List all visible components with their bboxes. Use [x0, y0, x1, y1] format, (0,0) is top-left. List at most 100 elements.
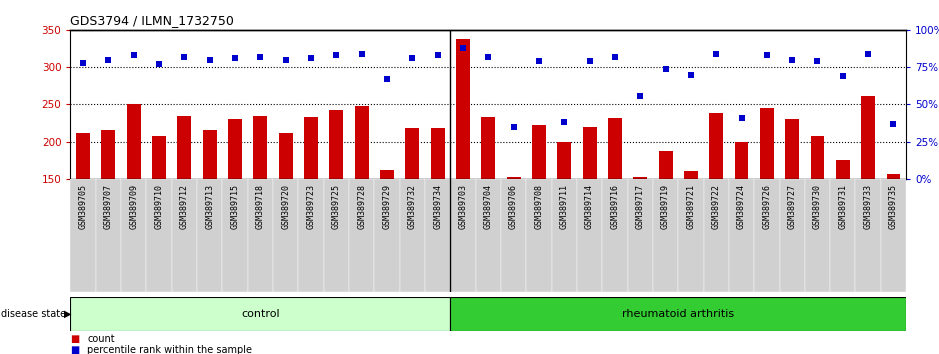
Bar	[507, 177, 520, 179]
Bar	[602, 179, 627, 292]
Bar	[177, 115, 192, 179]
Bar	[734, 142, 748, 179]
Bar	[254, 115, 268, 179]
Text: count: count	[87, 334, 115, 344]
Text: GSM389704: GSM389704	[484, 184, 493, 229]
Text: percentile rank within the sample: percentile rank within the sample	[87, 345, 253, 354]
Point	[836, 73, 851, 79]
Bar	[203, 131, 217, 179]
Text: GSM389720: GSM389720	[281, 184, 290, 229]
Text: GSM389710: GSM389710	[155, 184, 163, 229]
Text: GSM389711: GSM389711	[560, 184, 569, 229]
Bar	[76, 133, 90, 179]
Text: control: control	[241, 309, 280, 319]
Text: GSM389727: GSM389727	[788, 184, 796, 229]
Bar	[526, 179, 551, 292]
Bar	[197, 179, 223, 292]
Point	[886, 121, 901, 127]
Bar	[355, 106, 369, 179]
Point	[481, 54, 496, 60]
Text: rheumatoid arthritis: rheumatoid arthritis	[623, 309, 734, 319]
Point	[734, 115, 749, 121]
Text: GSM389714: GSM389714	[585, 184, 594, 229]
Bar	[830, 179, 855, 292]
Point	[760, 52, 775, 58]
Text: GSM389721: GSM389721	[686, 184, 696, 229]
Point	[354, 51, 369, 57]
Text: GSM389716: GSM389716	[610, 184, 620, 229]
Text: GSM389706: GSM389706	[509, 184, 518, 229]
Text: GSM389717: GSM389717	[636, 184, 645, 229]
Text: ■: ■	[70, 334, 80, 344]
Point	[126, 52, 141, 58]
Bar	[836, 160, 850, 179]
Bar	[248, 179, 273, 292]
Bar	[70, 297, 451, 331]
Bar	[273, 179, 299, 292]
Bar	[406, 128, 420, 179]
Point	[582, 58, 597, 64]
Bar	[608, 118, 622, 179]
Text: GSM389722: GSM389722	[712, 184, 721, 229]
Point	[329, 52, 344, 58]
Bar	[96, 179, 121, 292]
Point	[379, 76, 394, 82]
Bar	[785, 119, 799, 179]
Text: GSM389719: GSM389719	[661, 184, 670, 229]
Bar	[330, 110, 344, 179]
Bar	[299, 179, 324, 292]
Text: GSM389705: GSM389705	[79, 184, 87, 229]
Point	[75, 60, 90, 65]
Bar	[881, 179, 906, 292]
Text: GSM389703: GSM389703	[458, 184, 468, 229]
Point	[557, 119, 572, 125]
Point	[278, 57, 293, 63]
Bar	[886, 173, 901, 179]
Text: GSM389723: GSM389723	[306, 184, 316, 229]
Point	[810, 58, 825, 64]
Bar	[380, 170, 394, 179]
Bar	[551, 179, 577, 292]
Bar	[805, 179, 830, 292]
Text: GSM389724: GSM389724	[737, 184, 746, 229]
Point	[253, 54, 268, 60]
Bar	[678, 179, 703, 292]
Point	[531, 58, 546, 64]
Bar	[146, 179, 172, 292]
Bar	[349, 179, 375, 292]
Point	[100, 57, 115, 63]
Point	[405, 56, 420, 61]
Bar	[456, 39, 470, 179]
Text: GSM389729: GSM389729	[382, 184, 392, 229]
Bar	[476, 179, 500, 292]
Point	[202, 57, 217, 63]
Text: GSM389731: GSM389731	[839, 184, 847, 229]
Bar	[684, 171, 698, 179]
Bar	[861, 96, 875, 179]
Bar	[810, 136, 824, 179]
Point	[785, 57, 800, 63]
Bar	[400, 179, 425, 292]
Text: GSM389707: GSM389707	[104, 184, 113, 229]
Point	[709, 51, 724, 57]
Text: GSM389733: GSM389733	[864, 184, 872, 229]
Bar	[557, 142, 571, 179]
Bar	[500, 179, 526, 292]
Point	[658, 66, 673, 72]
Point	[151, 62, 166, 67]
Bar	[431, 128, 444, 179]
Point	[684, 72, 699, 78]
Point	[177, 54, 192, 60]
Point	[506, 124, 521, 130]
Bar	[375, 179, 400, 292]
Bar	[703, 179, 729, 292]
Bar	[101, 130, 115, 179]
Text: GSM389718: GSM389718	[255, 184, 265, 229]
Bar	[279, 133, 293, 179]
Bar	[223, 179, 248, 292]
Bar	[70, 179, 96, 292]
Bar	[709, 113, 723, 179]
Bar	[228, 119, 242, 179]
Point	[633, 93, 648, 98]
Point	[303, 56, 318, 61]
